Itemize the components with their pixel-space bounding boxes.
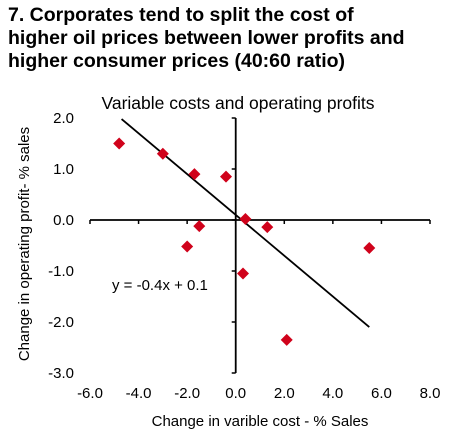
data-point	[220, 170, 232, 183]
data-point	[363, 242, 376, 255]
x-tick-labels: -6.0 -4.0 -2.0 0.0 2.0 4.0 6.0 8.0	[77, 385, 440, 402]
y-tick-label: -1.0	[48, 263, 74, 280]
x-axis-label: Change in varible cost - % Sales	[152, 413, 369, 430]
y-tick-label: 1.0	[53, 161, 74, 178]
y-tick-label: -3.0	[48, 365, 74, 382]
figure-title-line-2: higher oil prices between lower profits …	[8, 27, 405, 49]
chart-title: Variable costs and operating profits	[101, 93, 374, 113]
y-tick-label: -2.0	[48, 314, 74, 331]
axes	[89, 117, 431, 374]
figure-title: 7. Corporates tend to split the cost of …	[8, 4, 453, 73]
data-point	[156, 147, 169, 160]
x-tick-label: 8.0	[420, 385, 441, 402]
figure-title-line-1: 7. Corporates tend to split the cost of	[8, 4, 354, 26]
data-point	[261, 221, 274, 234]
data-point	[181, 240, 194, 253]
data-point	[239, 212, 252, 225]
x-tick-label: -2.0	[174, 385, 200, 402]
data-points	[113, 137, 376, 346]
data-point	[193, 220, 206, 233]
y-tick-label: 0.0	[53, 212, 74, 229]
x-tick-label: 2.0	[274, 385, 295, 402]
y-axis-label: Change in operating profit- % sales	[16, 127, 33, 361]
x-tick-label: -4.0	[126, 385, 152, 402]
x-tick-label: -6.0	[77, 385, 103, 402]
data-point	[237, 267, 249, 280]
y-tick-labels: 2.0 1.0 0.0 -1.0 -2.0 -3.0	[48, 110, 74, 382]
trendline-equation: y = -0.4x + 0.1	[112, 277, 208, 294]
x-tick-label: 6.0	[371, 385, 392, 402]
x-tick-label: 0.0	[225, 385, 246, 402]
data-point	[188, 168, 201, 181]
x-tick-label: 4.0	[322, 385, 343, 402]
figure-title-line-3: higher consumer prices (40:60 ratio)	[8, 50, 346, 72]
data-point	[113, 137, 126, 150]
data-point	[280, 333, 293, 346]
y-tick-label: 2.0	[53, 110, 74, 127]
